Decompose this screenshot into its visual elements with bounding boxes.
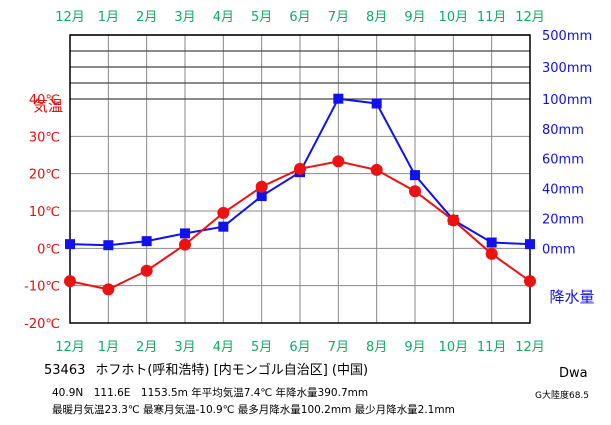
temperature-point [370, 163, 383, 176]
month-label-top: 4月 [213, 10, 234, 25]
series-layer [64, 93, 536, 296]
month-label-top: 11月 [477, 10, 507, 25]
station-name: ホフホト(呼和浩特) [内モンゴル自治区] (中国) [95, 363, 369, 378]
precipitation-point [141, 236, 152, 247]
grid-layer [69, 34, 531, 324]
temperature-point [102, 283, 115, 296]
month-label-bottom: 8月 [366, 340, 387, 355]
month-label-top: 7月 [328, 10, 349, 25]
temperature-tick-label: 20℃ [29, 168, 60, 183]
month-label-top: 3月 [174, 10, 195, 25]
month-label-bottom: 10月 [439, 340, 469, 355]
temperature-point [409, 185, 421, 198]
month-labels-bottom: 12月 1月 2月 3月 4月 5月 6月 7月 8月 9月 10月 11月 12月 [55, 340, 545, 355]
precipitation-point [333, 93, 344, 104]
temperature-point [485, 247, 498, 260]
month-label-bottom: 2月 [136, 340, 157, 355]
month-label-top: 12月 [55, 10, 85, 25]
precipitation-tick-label: 100mm [542, 93, 592, 108]
temperature-tick-label: 40℃ [29, 93, 60, 108]
temperature-point [140, 264, 153, 277]
month-label-bottom: 12月 [515, 340, 545, 355]
temperature-point [255, 180, 268, 193]
month-label-top: 10月 [439, 10, 469, 25]
month-label-bottom: 7月 [328, 340, 349, 355]
month-label-bottom: 4月 [213, 340, 234, 355]
month-label-bottom: 12月 [55, 340, 85, 355]
temperature-point [64, 275, 76, 288]
month-label-top: 12月 [515, 10, 545, 25]
station-extremes: 最暖月気温23.3℃ 最寒月気温-10.9℃ 最多月降水量100.2mm 最少月… [52, 404, 455, 416]
precipitation-point [218, 221, 229, 232]
month-label-bottom: 5月 [251, 340, 272, 355]
month-label-top: 2月 [136, 10, 157, 25]
temperature-tick-label: -20℃ [24, 317, 60, 332]
temperature-point [179, 238, 191, 251]
precipitation-tick-label: 40mm [542, 183, 584, 198]
month-label-bottom: 9月 [404, 340, 425, 355]
month-label-top: 9月 [404, 10, 425, 25]
precipitation-upper-label: 500mm [542, 29, 592, 44]
precipitation-point [525, 239, 535, 250]
precipitation-tick-label: 20mm [542, 212, 584, 227]
precipitation-tick-label: 80mm [542, 123, 584, 138]
precipitation-point [65, 239, 75, 250]
month-labels-top: 12月 1月 2月 3月 4月 5月 6月 7月 8月 9月 10月 11月 12月 [55, 10, 545, 25]
month-label-bottom: 11月 [477, 340, 507, 355]
temperature-point [294, 162, 306, 175]
precipitation-upper-label: 300mm [542, 61, 592, 76]
precipitation-tick-label: 60mm [542, 153, 584, 168]
precipitation-point [410, 170, 420, 181]
station-line: 53463 ホフホト(呼和浩特) [内モンゴル自治区] (中国) [44, 359, 368, 378]
precipitation-point [103, 240, 114, 251]
precipitation-point [486, 237, 497, 248]
month-label-bottom: 6月 [289, 340, 310, 355]
temperature-tick-label: 30℃ [29, 130, 60, 145]
precipitation-axis-title: 降水量 [549, 288, 594, 306]
month-label-top: 8月 [366, 10, 387, 25]
temperature-point [524, 275, 536, 288]
koppen-class: Dwa [559, 366, 588, 381]
month-label-bottom: 3月 [174, 340, 195, 355]
precipitation-point [180, 228, 190, 239]
precipitation-tick-label: 0mm [542, 242, 576, 257]
month-label-bottom: 1月 [98, 340, 119, 355]
station-id: 53463 [44, 363, 86, 378]
temperature-tick-label: -10℃ [24, 280, 60, 295]
temperature-point [332, 155, 345, 168]
precipitation-axis: 降水量 100mm 80mm 60mm 40mm 20mm 0mm 500mm 300mm [542, 29, 595, 306]
month-label-top: 5月 [251, 10, 272, 25]
station-summary: 40.9N 111.6E 1153.5m 年平均気温7.4℃ 年降水量390.7… [52, 387, 369, 399]
temperature-tick-label: 10℃ [29, 205, 60, 220]
month-label-top: 1月 [98, 10, 119, 25]
plot-frame [69, 34, 531, 324]
temperature-axis-title: 気温 [33, 97, 63, 115]
temperature-point [217, 206, 230, 219]
temperature-point [447, 214, 460, 227]
continentality-index: G大陸度68.5 [535, 391, 590, 401]
temperature-axis: 気温 40℃ 30℃ 20℃ 10℃ 0℃ -10℃ -20℃ [24, 93, 63, 332]
month-label-top: 6月 [289, 10, 310, 25]
precipitation-point [256, 191, 267, 202]
temperature-tick-label: 0℃ [37, 242, 60, 257]
precipitation-point [371, 98, 382, 109]
